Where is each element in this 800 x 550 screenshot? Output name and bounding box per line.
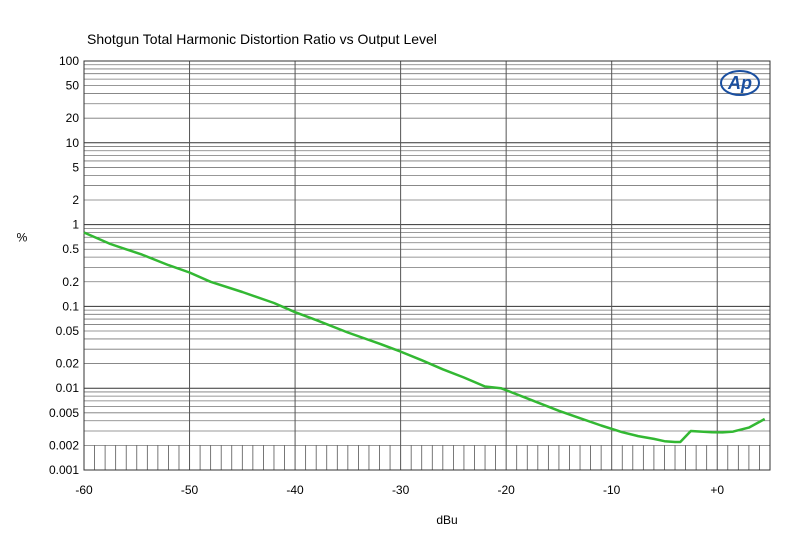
ap-logo-text: Ap (727, 73, 752, 93)
y-tick-label: 0.01 (56, 381, 80, 395)
major-gridlines (83, 60, 770, 471)
y-tick-label: 20 (66, 111, 80, 125)
y-tick-label: 0.05 (56, 324, 80, 338)
y-tick-label: 50 (66, 79, 80, 93)
chart-title: Shotgun Total Harmonic Distortion Ratio … (87, 31, 437, 47)
plot-frame (83, 60, 771, 471)
x-tick-label: -10 (603, 483, 621, 497)
y-tick-labels: 100 50 20 10 5 2 1 0.5 0.2 0.1 0.05 0.02 0.01 0.005 0.… (49, 54, 79, 477)
y-tick-label: 0.2 (62, 275, 79, 289)
y-tick-label: 0.001 (49, 463, 79, 477)
y-tick-label: 1 (72, 218, 79, 232)
y-tick-label: 0.02 (56, 357, 80, 371)
x-tick-label: -60 (75, 483, 93, 497)
y-tick-label: 10 (66, 136, 80, 150)
y-tick-label: 5 (72, 160, 79, 174)
ap-logo-ring (720, 70, 760, 96)
series-group (83, 231, 766, 444)
x-tick-label: -30 (392, 483, 410, 497)
y-tick-label: 0.002 (49, 438, 79, 452)
x-tick-label: -40 (286, 483, 304, 497)
y-tick-label: 2 (72, 193, 79, 207)
thd-series-line (83, 231, 766, 444)
x-tick-label: -50 (181, 483, 199, 497)
bottom-minor-ticks (94, 445, 760, 470)
y-axis-label: % (17, 230, 28, 244)
x-tick-labels: -60 -50 -40 -30 -20 -10 +0 (75, 483, 724, 497)
x-tick-label: +0 (710, 483, 724, 497)
y-tick-label: 0.1 (62, 299, 79, 313)
x-tick-label: -20 (497, 483, 515, 497)
minor-gridlines (84, 64, 770, 446)
x-axis-label: dBu (436, 513, 457, 527)
y-tick-label: 100 (59, 54, 79, 68)
y-tick-label: 0.005 (49, 406, 79, 420)
ap-logo: Ap (720, 70, 760, 96)
y-tick-label: 0.5 (62, 242, 79, 256)
